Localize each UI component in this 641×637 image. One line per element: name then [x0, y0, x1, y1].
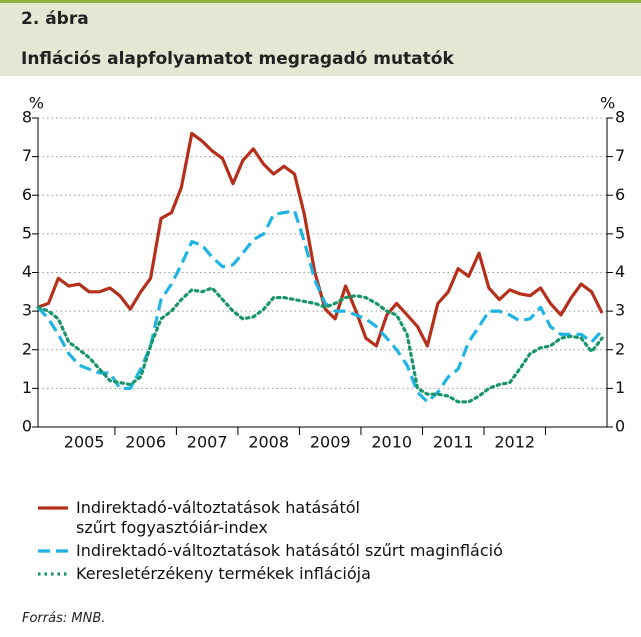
x-tick-label: 2005	[64, 433, 105, 452]
y2-tick-label: 6	[615, 185, 625, 204]
y-tick-label: 8	[22, 108, 32, 127]
x-tick-label: 2008	[248, 433, 289, 452]
legend: Indirektadó-változtatások hatásától szűr…	[36, 498, 503, 587]
y-unit: %	[29, 94, 44, 113]
y2-tick-label: 0	[615, 417, 625, 436]
series-line	[36, 209, 604, 404]
y2-tick-label: 4	[615, 262, 625, 281]
legend-label: Indirektadó-változtatások hatásától szűr…	[76, 498, 360, 537]
y2-tick-label: 7	[615, 146, 625, 165]
legend-item: Indirektadó-változtatások hatásától szűr…	[36, 498, 503, 538]
x-tick-label: 2006	[125, 433, 166, 452]
y2-tick-label: 3	[615, 301, 625, 320]
header: 2. ábra Inflációs alapfolyamatot megraga…	[0, 0, 641, 76]
legend-swatch	[38, 506, 68, 510]
y2-unit: %	[600, 94, 615, 113]
y-tick-label: 3	[22, 301, 32, 320]
legend-label: Indirektadó-változtatások hatásától szűr…	[76, 541, 503, 560]
x-tick-label: 2011	[433, 433, 474, 452]
y2-tick-label: 1	[615, 378, 625, 397]
legend-swatch	[38, 572, 68, 576]
legend-swatch	[38, 549, 68, 553]
y-tick-label: 5	[22, 223, 32, 242]
y2-tick-label: 2	[615, 339, 625, 358]
figure-label: 2. ábra	[21, 9, 89, 29]
y-tick-label: 6	[22, 185, 32, 204]
y2-tick-label: 8	[615, 108, 625, 127]
y-tick-label: 4	[22, 262, 32, 281]
series-line	[36, 286, 604, 404]
y-tick-label: 1	[22, 378, 32, 397]
legend-item: Keresletérzékeny termékek inflációja	[36, 564, 503, 584]
legend-label: Keresletérzékeny termékek inflációja	[76, 564, 371, 583]
x-tick-label: 2012	[494, 433, 535, 452]
x-tick-label: 2010	[371, 433, 412, 452]
y-tick-label: 0	[22, 417, 32, 436]
series-line	[37, 131, 604, 348]
y-tick-label: 2	[22, 339, 32, 358]
chart: % % 0 1 2 3 4 5 6 7 8 0 1 2 3 4 5 6 7 8 2005 2006 2007 2008 20…	[22, 94, 625, 452]
source: Forrás: MNB.	[22, 611, 106, 626]
y-tick-label: 7	[22, 146, 32, 165]
y2-tick-label: 5	[615, 223, 625, 242]
figure-title: Inflációs alapfolyamatot megragadó mutat…	[21, 49, 454, 69]
x-tick-label: 2007	[187, 433, 228, 452]
legend-item: Indirektadó-változtatások hatásától szűr…	[36, 541, 503, 561]
x-tick-label: 2009	[310, 433, 351, 452]
